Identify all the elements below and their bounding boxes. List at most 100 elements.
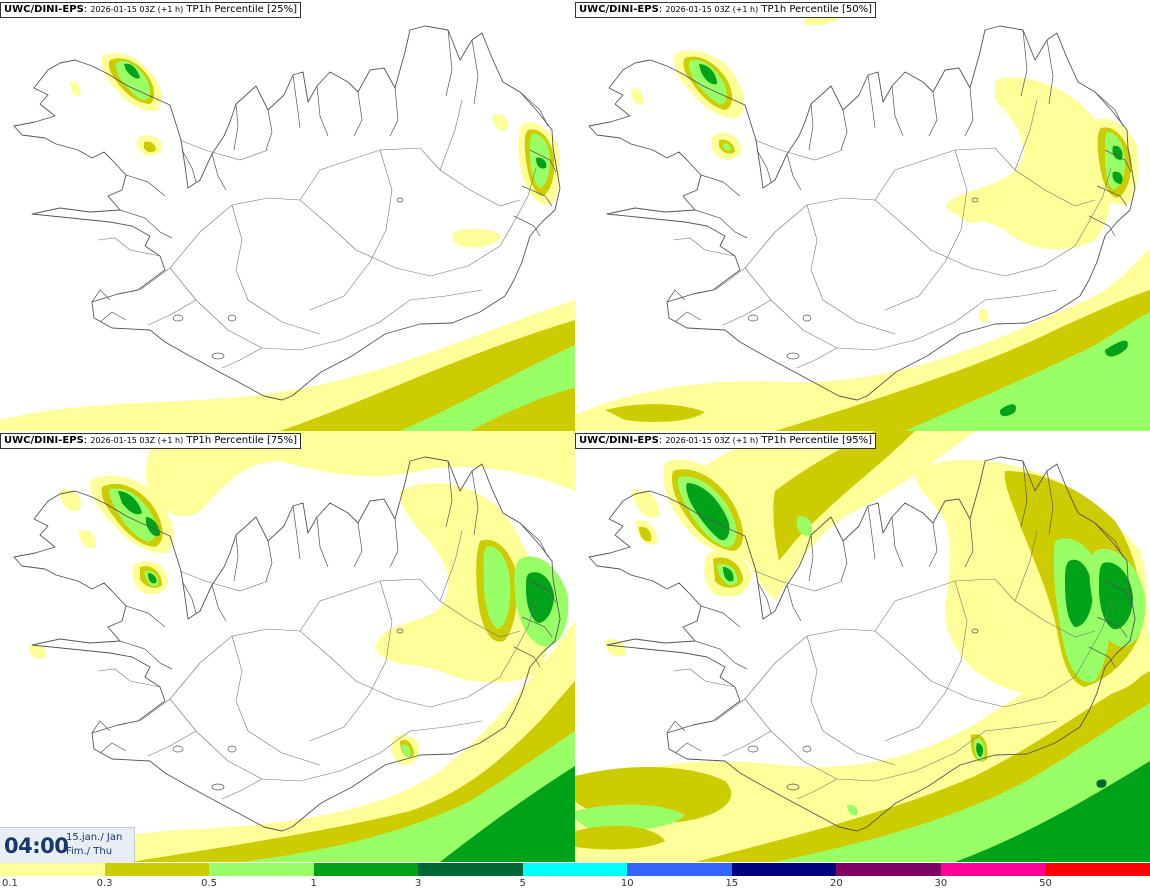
fjord-line — [808, 103, 814, 151]
lake — [747, 745, 759, 753]
precip-area — [60, 489, 81, 511]
fjord-line — [666, 720, 686, 734]
lake — [786, 783, 800, 791]
precip-map — [575, 431, 1150, 862]
product-name: TP1h Percentile [50%] — [761, 4, 872, 15]
fjord-line — [1088, 215, 1116, 237]
fjord-line — [211, 153, 227, 191]
precip-area — [847, 804, 858, 816]
legend-label: 3 — [414, 878, 422, 889]
lake — [396, 628, 404, 634]
precip-area — [470, 388, 575, 431]
precip-area — [78, 529, 97, 549]
road-line — [499, 167, 537, 247]
fjord-line — [674, 311, 702, 323]
road-line — [874, 578, 1096, 638]
precip-area — [699, 64, 717, 85]
road-line — [139, 628, 501, 722]
precip-area — [905, 312, 1150, 431]
precip-area — [109, 488, 157, 542]
road-line — [1014, 530, 1038, 602]
road-line — [714, 628, 1076, 722]
legend-label: 5 — [519, 878, 526, 889]
road-line — [754, 570, 844, 592]
precip-area — [639, 526, 652, 542]
precip-field — [575, 431, 1150, 862]
precip-area — [452, 228, 502, 248]
color-legend: 0.1 0.3 0.5 1 3 5 10 15 20 30 50 — [0, 863, 1150, 891]
fjord-line — [316, 516, 329, 568]
precip-area — [605, 638, 626, 657]
legend-label: 30 — [934, 878, 948, 889]
road-line — [806, 204, 896, 335]
iceland-outline — [588, 25, 1136, 401]
precip-area — [605, 404, 705, 422]
fjord-line — [928, 91, 938, 137]
map-panel-p25: UWC/DINI-EPS: 2026-01-15 03Z (+1 h) TP1h… — [0, 0, 575, 431]
lake — [802, 745, 812, 753]
fjord-line — [233, 534, 239, 582]
panel-title: UWC/DINI-EPS: 2026-01-15 03Z (+1 h) TP1h… — [575, 433, 876, 449]
model-name: UWC/DINI-EPS — [4, 435, 84, 446]
precip-area — [146, 517, 160, 537]
fjord-line — [513, 646, 541, 668]
fjord-line — [119, 640, 173, 670]
run-info: 2026-01-15 03Z (+1 h) — [90, 436, 184, 445]
road-line — [299, 578, 521, 638]
legend-swatch — [418, 863, 524, 876]
fjord-line — [125, 174, 166, 197]
precip-area — [1096, 779, 1107, 788]
iceland-outline — [588, 456, 1136, 832]
lake — [802, 314, 812, 322]
run-info: 2026-01-15 03Z (+1 h) — [665, 5, 759, 14]
precip-map — [0, 25, 575, 431]
fjord-line — [519, 91, 549, 127]
road-line — [722, 730, 772, 757]
fjord-line — [756, 580, 772, 614]
precip-area — [145, 431, 575, 516]
product-name: TP1h Percentile [75%] — [186, 435, 297, 446]
product-name: TP1h Percentile [95%] — [761, 435, 872, 446]
lake — [396, 197, 404, 203]
precip-area — [976, 743, 984, 757]
fjord-line — [211, 584, 227, 622]
road-line — [231, 204, 321, 335]
precip-area — [440, 766, 575, 862]
fjord-line — [99, 311, 127, 323]
map-panel-p95: UWC/DINI-EPS: 2026-01-15 03Z (+1 h) TP1h… — [575, 431, 1150, 862]
precip-area — [1105, 340, 1128, 357]
fjord-line — [840, 540, 848, 582]
road-line — [147, 299, 197, 326]
model-name: UWC/DINI-EPS — [4, 4, 84, 15]
road-line — [744, 267, 1058, 351]
fjord-line — [964, 518, 974, 568]
fjord-line — [1020, 29, 1028, 97]
road-line — [97, 237, 161, 257]
precip-area — [945, 77, 1112, 250]
precip-area — [723, 143, 731, 151]
precip-map — [0, 431, 575, 862]
legend-label: 1 — [310, 878, 317, 889]
precip-area — [631, 87, 644, 106]
coastline — [588, 456, 1136, 832]
iceland-outline — [13, 456, 561, 832]
fjord-line — [666, 289, 686, 303]
legend-swatch — [731, 863, 837, 876]
fjord-line — [529, 149, 557, 173]
fjord-line — [1046, 39, 1054, 105]
precip-area — [999, 404, 1016, 417]
model-name: UWC/DINI-EPS — [579, 435, 659, 446]
precip-area — [28, 644, 47, 659]
precip-area — [148, 573, 157, 584]
road-line — [139, 197, 501, 291]
fjord-line — [119, 209, 173, 239]
road-line — [744, 698, 1058, 782]
run-info: 2026-01-15 03Z (+1 h) — [90, 5, 184, 14]
model-name: UWC/DINI-EPS — [579, 4, 659, 15]
legend-swatch — [940, 863, 1046, 876]
precip-area — [761, 563, 778, 585]
run-info: 2026-01-15 03Z (+1 h) — [665, 436, 759, 445]
map-panel-p50: UWC/DINI-EPS: 2026-01-15 03Z (+1 h) TP1h… — [575, 0, 1150, 431]
valid-time-box: 04:00 15.jan./ Jan Fim./ Thu — [0, 827, 135, 863]
precip-area — [115, 61, 151, 100]
